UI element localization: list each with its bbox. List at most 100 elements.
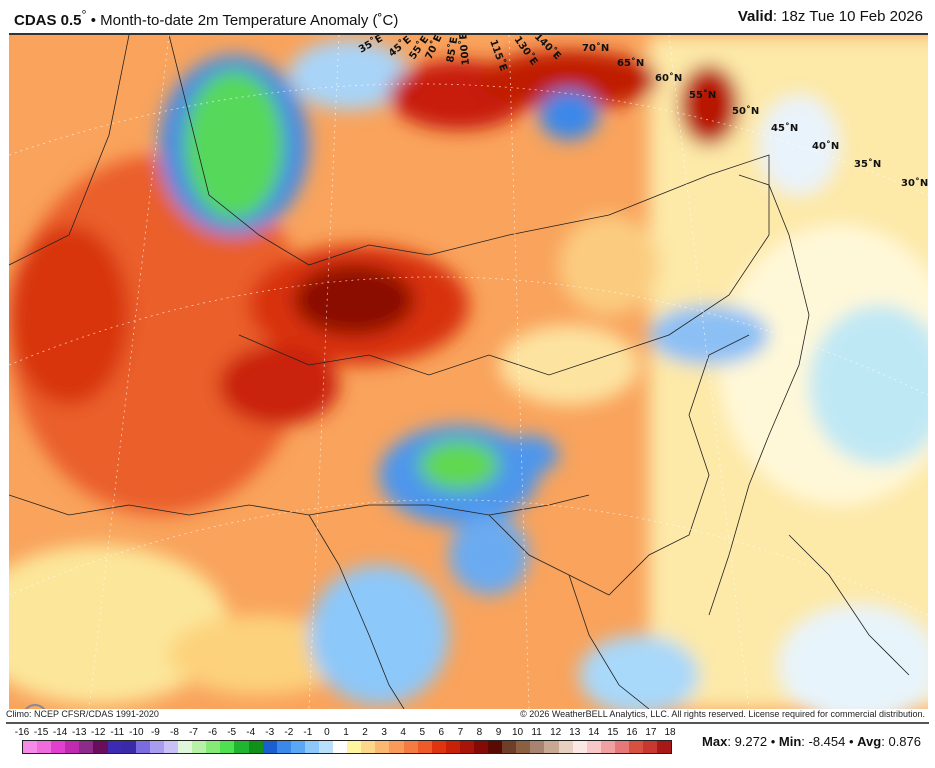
colorbar-swatch — [262, 741, 277, 753]
colorbar-tick-label: 8 — [476, 727, 483, 738]
colorbar-swatch — [51, 741, 66, 753]
colorbar-swatch — [389, 741, 404, 753]
colorbar-tick-label: -10 — [129, 727, 144, 738]
colorbar-tick-label: 13 — [569, 727, 581, 738]
min-value: : -8.454 — [801, 734, 846, 749]
colorbar-swatch — [572, 741, 587, 753]
weatherbell-logo: WeatherBELL — [21, 697, 101, 709]
colorbar-swatch — [375, 741, 390, 753]
colorbar-tick-label: 18 — [664, 727, 676, 738]
colorbar-swatch — [65, 741, 80, 753]
colorbar-tick-label: -14 — [52, 727, 68, 738]
colorbar-tick-label: -4 — [246, 727, 256, 738]
valid-time: Valid: 18z Tue 10 Feb 2026 — [738, 8, 923, 25]
copyright-note: © 2026 WeatherBELL Analytics, LLC. All r… — [520, 709, 925, 719]
colorbar-swatch — [304, 741, 319, 753]
lat-label: 60˚N — [655, 72, 682, 84]
colorbar-swatch — [643, 741, 658, 753]
min-label: Min — [778, 734, 802, 749]
colorbar-tick-label: -1 — [303, 727, 313, 738]
lat-label: 65˚N — [617, 57, 644, 69]
colorbar-swatch — [516, 741, 531, 753]
colorbar-swatch — [544, 741, 559, 753]
lat-label: 45˚N — [771, 122, 798, 134]
colorbar-swatch — [333, 741, 348, 753]
lat-label: 70˚N — [582, 42, 609, 54]
colorbar-tick-label: -11 — [110, 727, 125, 738]
colorbar-swatch — [290, 741, 305, 753]
colorbar-swatch — [431, 741, 446, 753]
avg-label: Avg — [857, 734, 882, 749]
colorbar-tick-label: -7 — [189, 727, 198, 738]
colorbar-tick-label: 14 — [588, 727, 600, 738]
climo-note: Climo: NCEP CFSR/CDAS 1991-2020 — [6, 709, 159, 719]
colorbar-swatch — [163, 741, 179, 753]
lon-label: 100˚E — [457, 35, 472, 66]
colorbar-tick-label: -6 — [208, 727, 218, 738]
colorbar-swatch — [361, 741, 376, 753]
colorbar-tick-label: 5 — [419, 727, 426, 738]
model-name: CDAS 0.5 — [14, 12, 82, 29]
lat-label: 35˚N — [854, 158, 881, 170]
colorbar-tick-label: -12 — [91, 727, 106, 738]
separator: • — [845, 734, 858, 749]
colorbar-tick-label: 0 — [324, 727, 330, 738]
colorbar-swatch — [558, 741, 573, 753]
colorbar-swatch — [586, 741, 601, 753]
colorbar-swatch — [192, 741, 207, 753]
colorbar-tick-label: 11 — [531, 727, 542, 738]
divider — [6, 722, 929, 724]
colorbar-swatch — [79, 741, 94, 753]
lat-label: 50˚N — [732, 105, 759, 117]
colorbar-tick-label: -2 — [284, 727, 294, 738]
colorbar-swatch — [248, 741, 263, 753]
colorbar-tick-label: 17 — [645, 727, 657, 738]
colorbar-tick-label: 2 — [362, 727, 368, 738]
colorbar-tick-label: 4 — [400, 727, 406, 738]
colorbar-swatch — [445, 741, 460, 753]
colorbar-swatch — [629, 741, 644, 753]
separator: • — [90, 12, 96, 29]
anomaly-map: 35˚E 45˚E 55˚E 70˚E 85˚E 100˚E 115˚E 130… — [9, 33, 928, 709]
colorbar-swatch — [149, 741, 164, 753]
colorbar-swatch — [276, 741, 291, 753]
lat-label: 40˚N — [812, 140, 839, 152]
colorbar-swatch — [220, 741, 235, 753]
colorbar-swatch — [206, 741, 221, 753]
lat-label: 55˚N — [689, 89, 716, 101]
colorbar-tick-label: -15 — [33, 727, 49, 738]
colorbar-swatch — [417, 741, 432, 753]
colorbar-swatch — [135, 741, 150, 753]
colorbar-swatch — [178, 741, 193, 753]
colorbar-swatch — [234, 741, 249, 753]
max-value: : 9.272 — [727, 734, 768, 749]
avg-value: : 0.876 — [881, 734, 921, 749]
max-label: Max — [702, 734, 728, 749]
colorbar-swatch — [600, 741, 615, 753]
colorbar-tick-label: 9 — [495, 727, 502, 738]
separator: • — [767, 734, 779, 749]
field-stats: Max: 9.272 • Min: -8.454 • Avg: 0.876 — [702, 734, 921, 749]
colorbar-swatch — [23, 741, 38, 753]
map-field: 35˚E 45˚E 55˚E 70˚E 85˚E 100˚E 115˚E 130… — [9, 35, 928, 709]
colorbar-tick-label: 3 — [381, 727, 387, 738]
colorbar-swatch — [474, 741, 489, 753]
map-title: CDAS 0.5° • Month-to-date 2m Temperature… — [14, 8, 398, 29]
colorbar-swatch — [318, 741, 334, 753]
latitude-labels: 70˚N 65˚N 60˚N 55˚N 50˚N 45˚N 40˚N 35˚N … — [582, 42, 928, 189]
degree-sign: ° — [81, 8, 87, 22]
colorbar-tick-label: 10 — [511, 727, 524, 738]
colorbar-tick-label: 1 — [343, 727, 349, 738]
valid-value: : 18z Tue 10 Feb 2026 — [772, 8, 923, 25]
colorbar-swatch — [121, 741, 136, 753]
colorbar-swatch — [657, 741, 672, 753]
colorbar-tick-label: 6 — [438, 727, 445, 738]
colorbar — [22, 740, 672, 754]
colorbar-swatch — [403, 741, 418, 753]
colorbar-swatch — [488, 741, 503, 753]
product-title: Month-to-date 2m Temperature Anomaly (˚C… — [100, 12, 399, 29]
colorbar-swatch — [37, 741, 52, 753]
colorbar-tick-label: -8 — [170, 727, 179, 738]
lon-label: 85˚E — [444, 36, 460, 64]
colorbar-tick-label: -3 — [265, 727, 275, 738]
